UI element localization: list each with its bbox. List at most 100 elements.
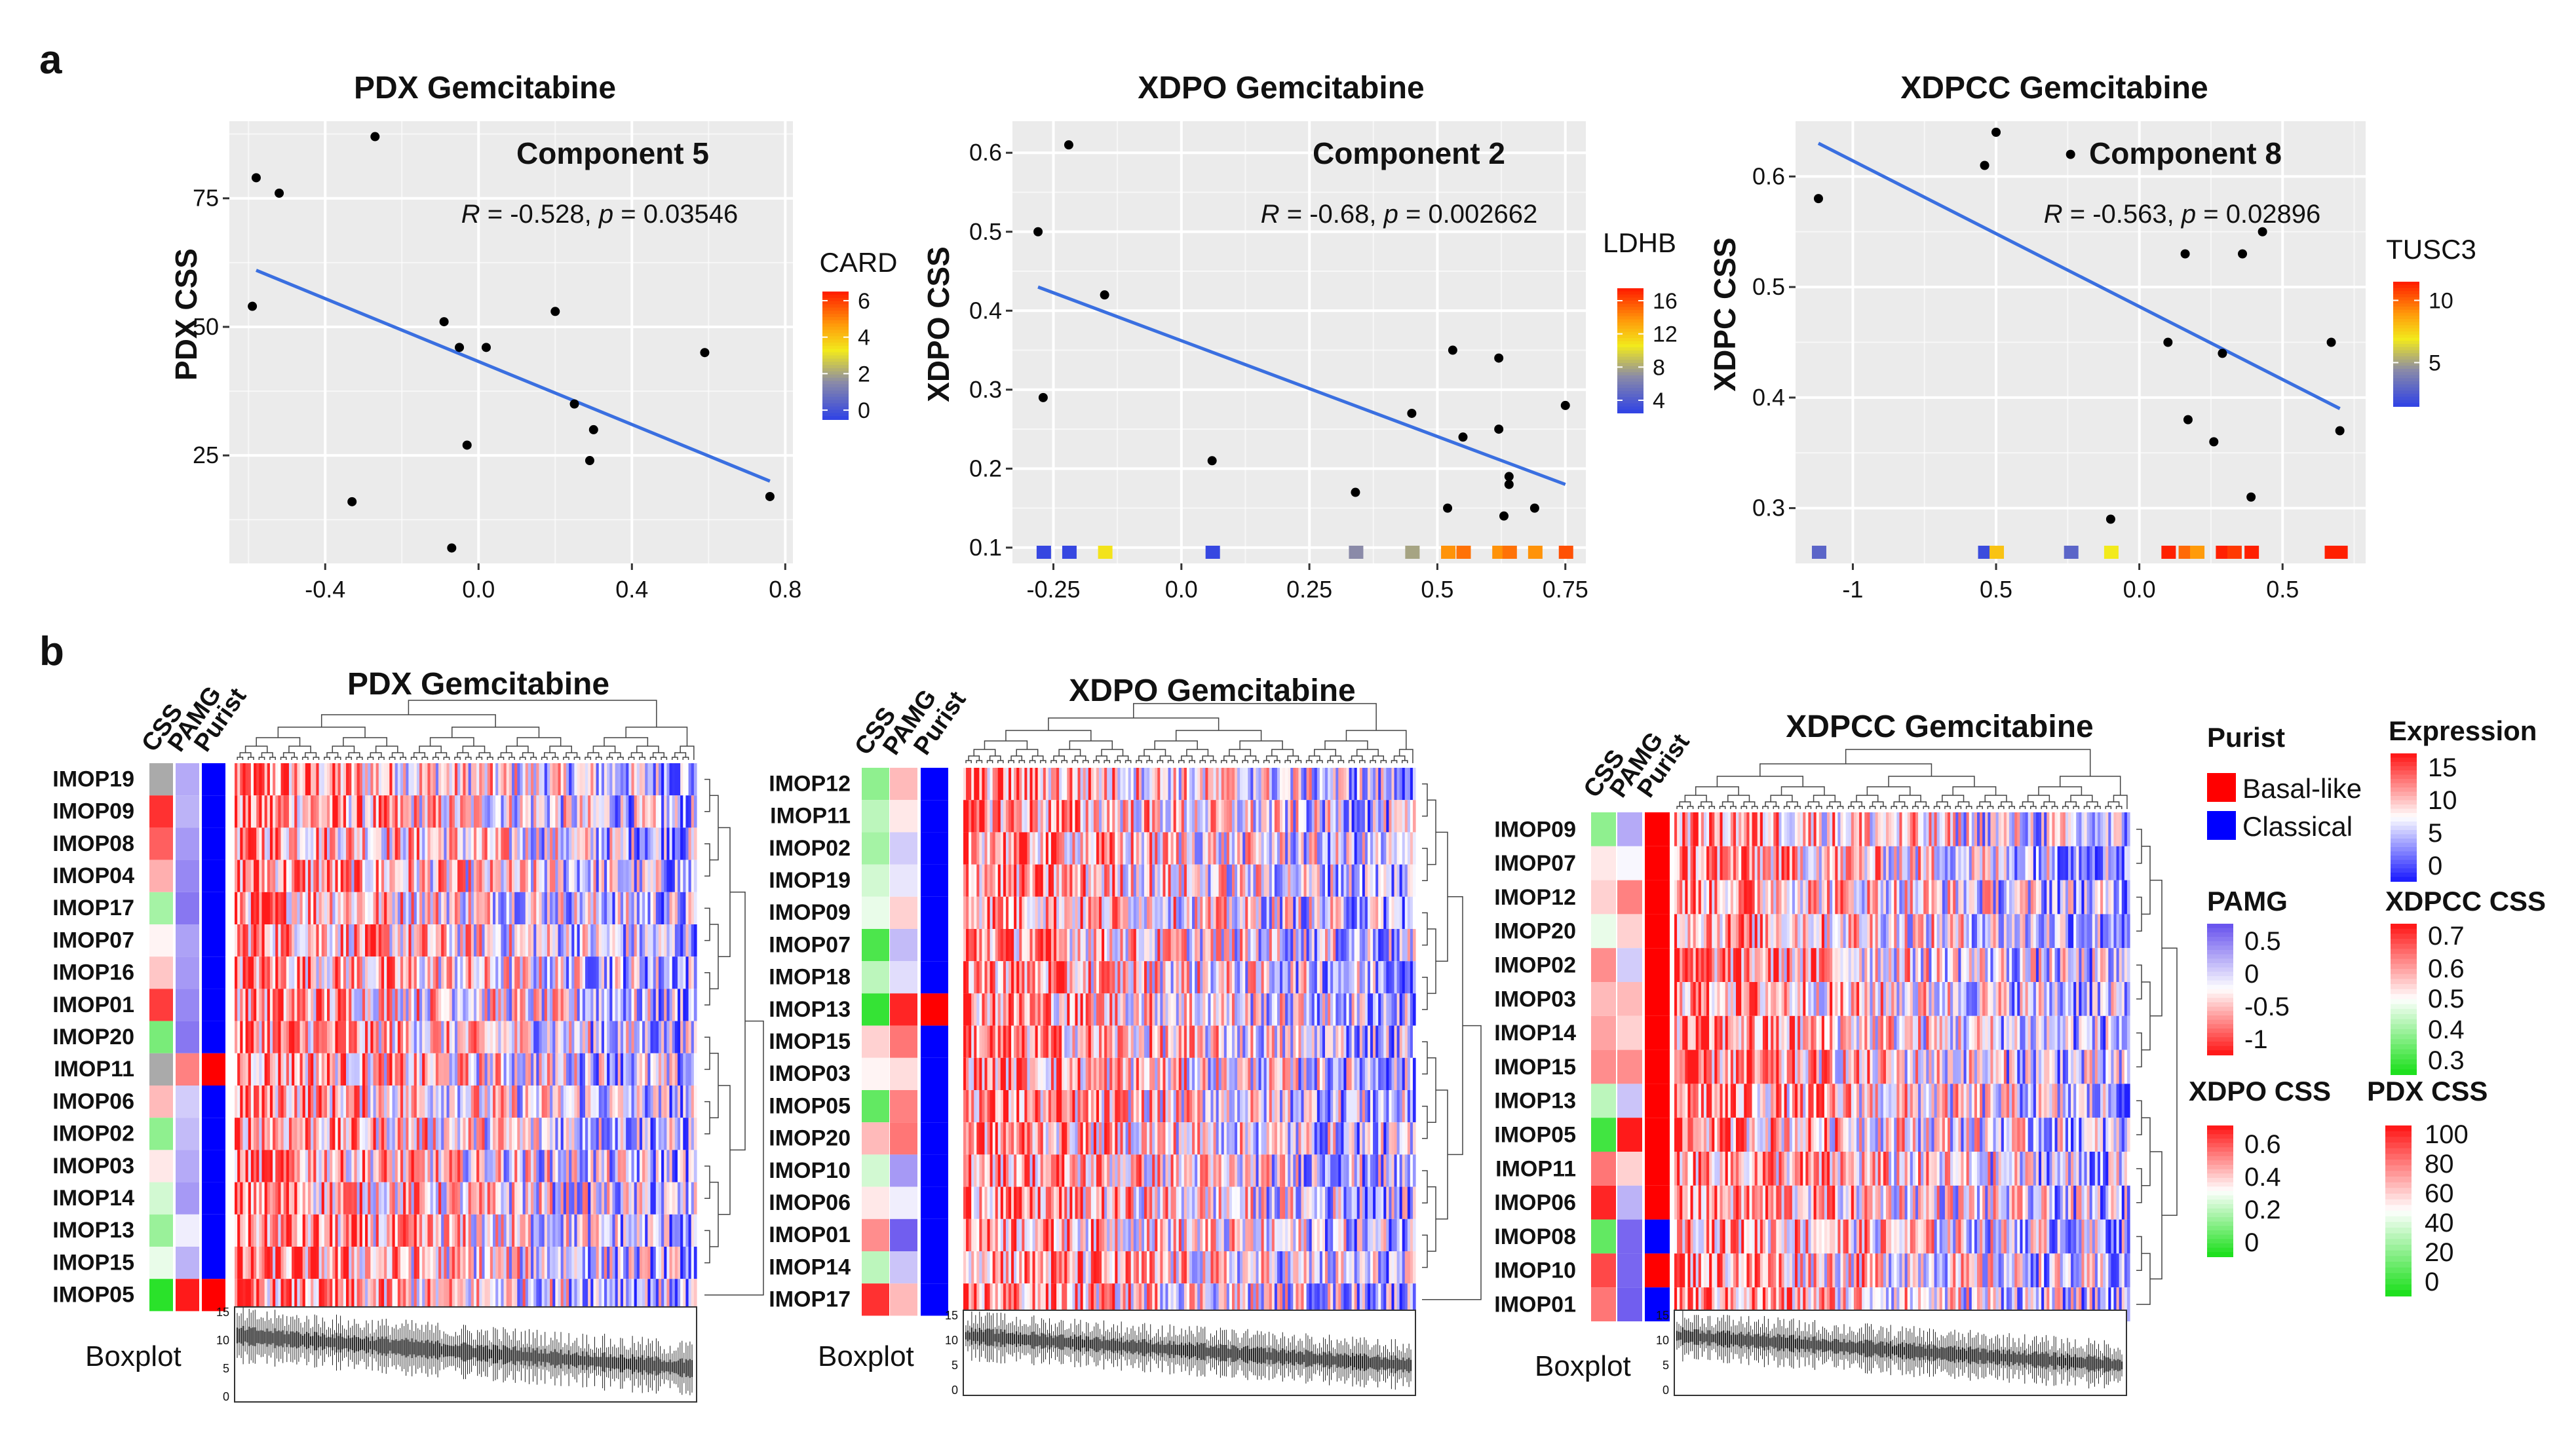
heatmap-cell xyxy=(963,929,967,962)
heatmap-cell xyxy=(278,924,282,957)
heatmap-cell xyxy=(307,1182,311,1215)
heatmap-cell xyxy=(680,924,683,957)
heatmap-cell xyxy=(544,763,548,796)
heatmap-cell xyxy=(384,1247,387,1279)
heatmap-cell xyxy=(658,956,662,989)
heatmap-cell xyxy=(683,1053,687,1086)
heatmap-cell xyxy=(969,961,972,994)
heatmap-cell xyxy=(631,1150,635,1182)
heatmap-cell xyxy=(275,1053,279,1086)
heatmap-cell xyxy=(245,763,249,796)
heatmap-cell xyxy=(1195,864,1198,897)
heatmap-cell xyxy=(473,1279,477,1312)
heatmap-cell xyxy=(693,1086,697,1118)
heatmap-cell xyxy=(288,1118,292,1150)
heatmap-cell xyxy=(245,860,249,892)
heatmap-cell xyxy=(1176,832,1180,865)
heatmap-cell xyxy=(479,795,482,828)
heatmap-cell xyxy=(539,1214,543,1247)
dendrogram-branch xyxy=(280,757,287,760)
dendrogram-branch xyxy=(288,746,311,753)
heatmap-cell xyxy=(495,1150,499,1182)
heatmap-cell xyxy=(593,795,597,828)
heatmap-cell xyxy=(607,1182,610,1215)
heatmap-cell xyxy=(267,1214,271,1247)
heatmap-cell xyxy=(1014,832,1017,865)
heatmap-cell xyxy=(351,989,355,1021)
dendrogram-branch xyxy=(375,746,398,753)
heatmap-cell xyxy=(373,956,377,989)
heatmap-cell xyxy=(987,832,991,865)
heatmap-cell xyxy=(658,1279,662,1312)
heatmap-cell xyxy=(381,1150,385,1182)
heatmap-cell xyxy=(254,1214,257,1247)
heatmap-cell xyxy=(242,1150,246,1182)
heatmap-cell xyxy=(365,892,368,924)
heatmap-cell xyxy=(368,1182,371,1215)
heatmap-cell xyxy=(280,924,284,957)
colorbar-title: TUSC3 xyxy=(2386,234,2476,265)
heatmap-cell xyxy=(302,1086,306,1118)
heatmap-cell xyxy=(1325,832,1328,865)
heatmap-cell xyxy=(1396,896,1400,929)
heatmap-cell xyxy=(509,1247,512,1279)
heatmap-cell xyxy=(316,892,320,924)
heatmap-cell xyxy=(582,827,586,860)
heatmap-cell xyxy=(550,795,553,828)
heatmap-cell xyxy=(362,795,366,828)
heatmap-cell xyxy=(288,1214,292,1247)
heatmap-cell xyxy=(267,956,271,989)
heatmap-cell xyxy=(590,1118,594,1150)
heatmap-cell xyxy=(1399,832,1403,865)
heatmap-cell xyxy=(292,827,295,860)
heatmap-cell xyxy=(609,763,613,796)
heatmap-cell xyxy=(346,763,349,796)
heatmap-cell xyxy=(525,1279,529,1312)
heatmap-cell xyxy=(1088,864,1092,897)
heatmap-cell xyxy=(495,1053,499,1086)
heatmap-cell xyxy=(612,860,616,892)
colorbar-tick-label: 16 xyxy=(1653,289,1678,314)
heatmap-cell xyxy=(368,924,371,957)
heatmap-cell xyxy=(1128,896,1132,929)
heatmap-cell xyxy=(356,795,360,828)
heatmap-cell xyxy=(501,1086,505,1118)
rug-mark xyxy=(2064,546,2079,559)
heatmap-cell xyxy=(406,989,410,1021)
heatmap-cell xyxy=(375,1053,379,1086)
heatmap-cell xyxy=(1202,832,1206,865)
heatmap-cell xyxy=(397,860,401,892)
heatmap-cell xyxy=(541,763,545,796)
heatmap-cell xyxy=(337,1214,341,1247)
heatmap-cell xyxy=(1375,832,1379,865)
heatmap-cell xyxy=(435,1182,439,1215)
heatmap-cell xyxy=(555,1247,559,1279)
heatmap-cell xyxy=(1005,864,1009,897)
heatmap-cell xyxy=(658,924,662,957)
heatmap-cell xyxy=(411,956,415,989)
heatmap-cell xyxy=(631,827,635,860)
dendrogram-branch xyxy=(704,843,710,877)
heatmap-cell xyxy=(585,795,588,828)
heatmap-cell xyxy=(639,1053,643,1086)
heatmap-cell xyxy=(1133,929,1137,962)
heatmap-cell xyxy=(685,1086,689,1118)
heatmap-cell xyxy=(982,929,986,962)
heatmap-cell xyxy=(430,1150,434,1182)
heatmap-cell xyxy=(1067,929,1070,962)
heatmap-cell xyxy=(1402,768,1406,801)
heatmap-cell xyxy=(582,892,586,924)
heatmap-cell xyxy=(617,1214,621,1247)
heatmap-cell xyxy=(1202,929,1206,962)
heatmap-cell xyxy=(636,956,640,989)
dendrogram-branch xyxy=(544,752,556,757)
heatmap-cell xyxy=(356,827,360,860)
heatmap-cell xyxy=(430,989,434,1021)
heatmap-cell xyxy=(351,956,355,989)
heatmap-cell xyxy=(1367,832,1371,865)
heatmap-cell xyxy=(544,827,548,860)
heatmap-cell xyxy=(650,1214,654,1247)
heatmap-cell xyxy=(473,827,477,860)
heatmap-cell xyxy=(321,989,325,1021)
heatmap-cell xyxy=(292,924,295,957)
